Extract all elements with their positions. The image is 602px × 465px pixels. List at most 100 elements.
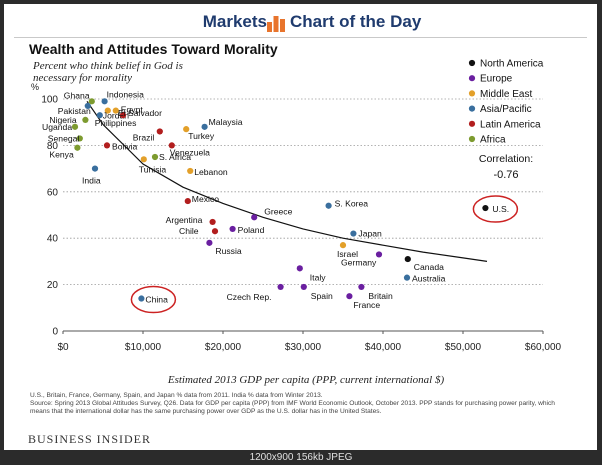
point-label-germany: Germany — [341, 257, 377, 267]
header-divider — [14, 37, 587, 38]
point-nigeria — [82, 116, 89, 123]
point-label-brazil: Brazil — [133, 132, 155, 142]
legend-label-middle-east: Middle East — [480, 89, 532, 100]
point-senegal — [76, 135, 83, 142]
legend-marker-africa — [468, 135, 476, 143]
legend-marker-asia-pacific — [468, 105, 476, 112]
point-italy — [296, 265, 303, 272]
point-turkey — [183, 126, 190, 133]
point-u-s — [482, 204, 489, 212]
point-label-kenya: Kenya — [49, 150, 74, 160]
y-tick-label: 20 — [47, 280, 59, 291]
point-label-israel: Israel — [337, 249, 358, 259]
point-bolivia — [103, 142, 111, 149]
point-poland — [229, 225, 236, 233]
point-label-poland: Poland — [238, 225, 265, 235]
point-germany — [375, 251, 383, 258]
point-s-africa — [151, 153, 159, 161]
x-tick-label: $50,000 — [445, 342, 482, 353]
point-venezuela — [168, 142, 175, 149]
point-label-senegal: Senegal — [48, 133, 80, 143]
trendline — [86, 100, 488, 262]
point-label-russia: Russia — [215, 246, 241, 256]
point-label-france: France — [353, 300, 380, 310]
point-czech-rep — [277, 283, 284, 291]
point-china — [138, 295, 145, 302]
point-label-lebanon: Lebanon — [194, 167, 228, 177]
point-label-malaysia: Malaysia — [209, 117, 243, 127]
point-greece — [251, 214, 258, 221]
footnote-data-years: U.S., Britain, France, Germany, Spain, a… — [30, 392, 323, 399]
x-tick-label: $40,000 — [365, 342, 402, 353]
point-canada — [404, 255, 411, 263]
point-label-bolivia: Bolivia — [112, 141, 138, 151]
header-bar: Markets Chart of the Day — [4, 4, 597, 40]
x-tick-label: $30,000 — [285, 342, 322, 353]
point-brazil — [156, 128, 163, 135]
point-s-korea — [325, 202, 332, 209]
point-label-argentina: Argentina — [166, 215, 203, 225]
legend-label-africa: Africa — [480, 135, 506, 146]
point-label-italy: Italy — [310, 272, 326, 282]
y-tick-label: 80 — [47, 141, 59, 152]
point-label-u-s: U.S. — [492, 204, 509, 214]
bar-chart-icon — [267, 16, 285, 32]
point-philippines — [96, 112, 103, 119]
point-lebanon — [187, 167, 194, 175]
legend-label-europe: Europe — [480, 74, 513, 85]
footnotes: U.S., Britain, France, Germany, Spain, a… — [30, 392, 570, 416]
correlation-value: -0.76 — [493, 169, 518, 181]
header-chart-of-the-day: Chart of the Day — [290, 12, 422, 31]
legend-marker-middle-east — [468, 90, 476, 97]
point-japan — [350, 230, 357, 237]
legend-label-north-america: North America — [480, 59, 544, 70]
point-label-nigeria: Nigeria — [49, 115, 76, 125]
point-label-philippines: Philippines — [95, 118, 137, 128]
point-label-pakistan: Pakistan — [58, 106, 91, 116]
point-egypt — [112, 107, 119, 114]
point-label-venezuela: Venezuela — [170, 147, 210, 157]
y-tick-label: 40 — [47, 234, 59, 245]
y-tick-label: 60 — [47, 187, 59, 198]
point-label-canada: Canada — [414, 262, 444, 272]
point-label-egypt: Egypt — [121, 105, 144, 115]
point-mexico — [184, 197, 191, 205]
point-label-indonesia: Indonesia — [107, 89, 144, 99]
point-label-greece: Greece — [264, 206, 292, 216]
point-label-jordan: Jordan — [103, 111, 129, 121]
legend-marker-europe — [468, 75, 476, 82]
image-caption: 1200x900 156kb JPEG — [249, 452, 353, 463]
point-australia — [403, 274, 411, 281]
point-label-chile: Chile — [179, 226, 199, 236]
y-tick-label: 100 — [41, 95, 58, 106]
point-india — [91, 165, 99, 172]
point-indonesia — [101, 98, 108, 105]
point-label-india: India — [82, 176, 101, 186]
x-axis-label: Estimated 2013 GDP per capita (PPP, curr… — [167, 374, 445, 386]
header-markets: Markets — [202, 12, 267, 31]
point-france — [346, 293, 353, 300]
chart-title: Wealth and Attitudes Toward Morality — [29, 41, 278, 57]
point-russia — [206, 239, 213, 246]
chart-card: Markets Chart of the Day Wealth and Atti… — [4, 4, 597, 450]
x-tick-label: $20,000 — [205, 342, 242, 353]
correlation-label: Correlation: — [479, 153, 533, 165]
point-tunisia — [140, 156, 147, 163]
chart-subtitle: Percent who think belief in God is neces… — [33, 60, 183, 84]
point-uganda — [71, 123, 79, 130]
highlight-circle-china — [130, 285, 177, 314]
point-chile — [211, 228, 219, 235]
point-kenya — [74, 144, 81, 151]
point-label-australia: Australia — [412, 274, 446, 284]
point-label-s-korea: S. Korea — [335, 199, 369, 209]
y-axis-unit-label: % — [31, 82, 39, 92]
legend-marker-north-america — [468, 59, 476, 67]
point-spain — [300, 283, 307, 291]
point-label-tunisia: Tunisia — [139, 164, 167, 174]
point-jordan — [104, 107, 111, 114]
x-tick-label: $0 — [57, 342, 69, 353]
point-argentina — [209, 218, 216, 226]
point-label-ghana: Ghana — [64, 90, 90, 100]
point-label-s-africa: S. Africa — [159, 152, 191, 162]
legend-label-latin-america: Latin America — [480, 119, 541, 130]
